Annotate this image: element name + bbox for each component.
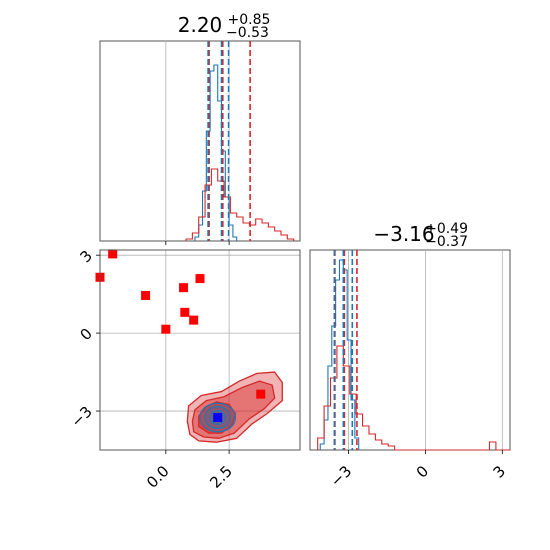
x-tick-label: 0 — [413, 462, 432, 481]
title-upper-error: +0.49 — [425, 221, 468, 237]
x-tick-label: 2.5 — [206, 462, 236, 492]
quantile-lines — [165, 41, 251, 245]
panel-frame-overlay — [99, 249, 301, 451]
x-tick-label: −3 — [327, 462, 355, 490]
marginal-histogram-param-1: 2.20 +0.85 −0.53 — [99, 12, 301, 245]
marker-point — [195, 274, 205, 284]
x-tick-labels: −3 0 3 — [327, 450, 509, 490]
marker-point — [256, 389, 266, 399]
quantile-lines — [333, 250, 358, 450]
x-tick-label: 0.0 — [143, 462, 173, 492]
x-tick-label: 3 — [490, 462, 509, 481]
title-lower-error: −0.37 — [425, 234, 468, 250]
density-contours — [186, 371, 283, 443]
panel-title: −3.16 — [373, 222, 434, 246]
marker-point — [189, 315, 199, 325]
title-upper-error: +0.85 — [228, 12, 271, 28]
marker-point — [179, 283, 189, 293]
y-tick-label: 0 — [76, 325, 95, 344]
y-tick-label: 3 — [76, 247, 95, 266]
marginal-histogram-param-2: −3 0 3 −3.16 +0.49 −0.37 — [309, 221, 511, 490]
y-tick-label: −3 — [68, 403, 96, 431]
histogram-series — [185, 64, 295, 241]
x-tick-labels: 0.0 2.5 — [143, 450, 236, 492]
histogram-outlier-bin — [488, 441, 510, 451]
histogram-step-line — [194, 64, 238, 241]
marker-point — [180, 307, 190, 317]
title-lower-error: −0.53 — [226, 25, 269, 41]
gridlines — [348, 250, 503, 450]
panel-frame — [99, 40, 301, 242]
marker-point — [141, 290, 151, 300]
scatter-markers — [95, 249, 301, 451]
gridlines — [100, 250, 300, 450]
title-median: 2.20 — [178, 13, 223, 37]
panel-title: 2.20 — [178, 13, 223, 37]
histogram-step-line — [185, 168, 295, 241]
title-median: −3.16 — [373, 222, 434, 246]
marker-point — [108, 249, 118, 259]
joint-scatter-panel: 0.0 2.5 3 0 −3 — [68, 247, 301, 492]
y-tick-labels: 3 0 −3 — [68, 247, 100, 431]
truth-marker — [213, 413, 223, 423]
marker-point — [161, 324, 171, 334]
